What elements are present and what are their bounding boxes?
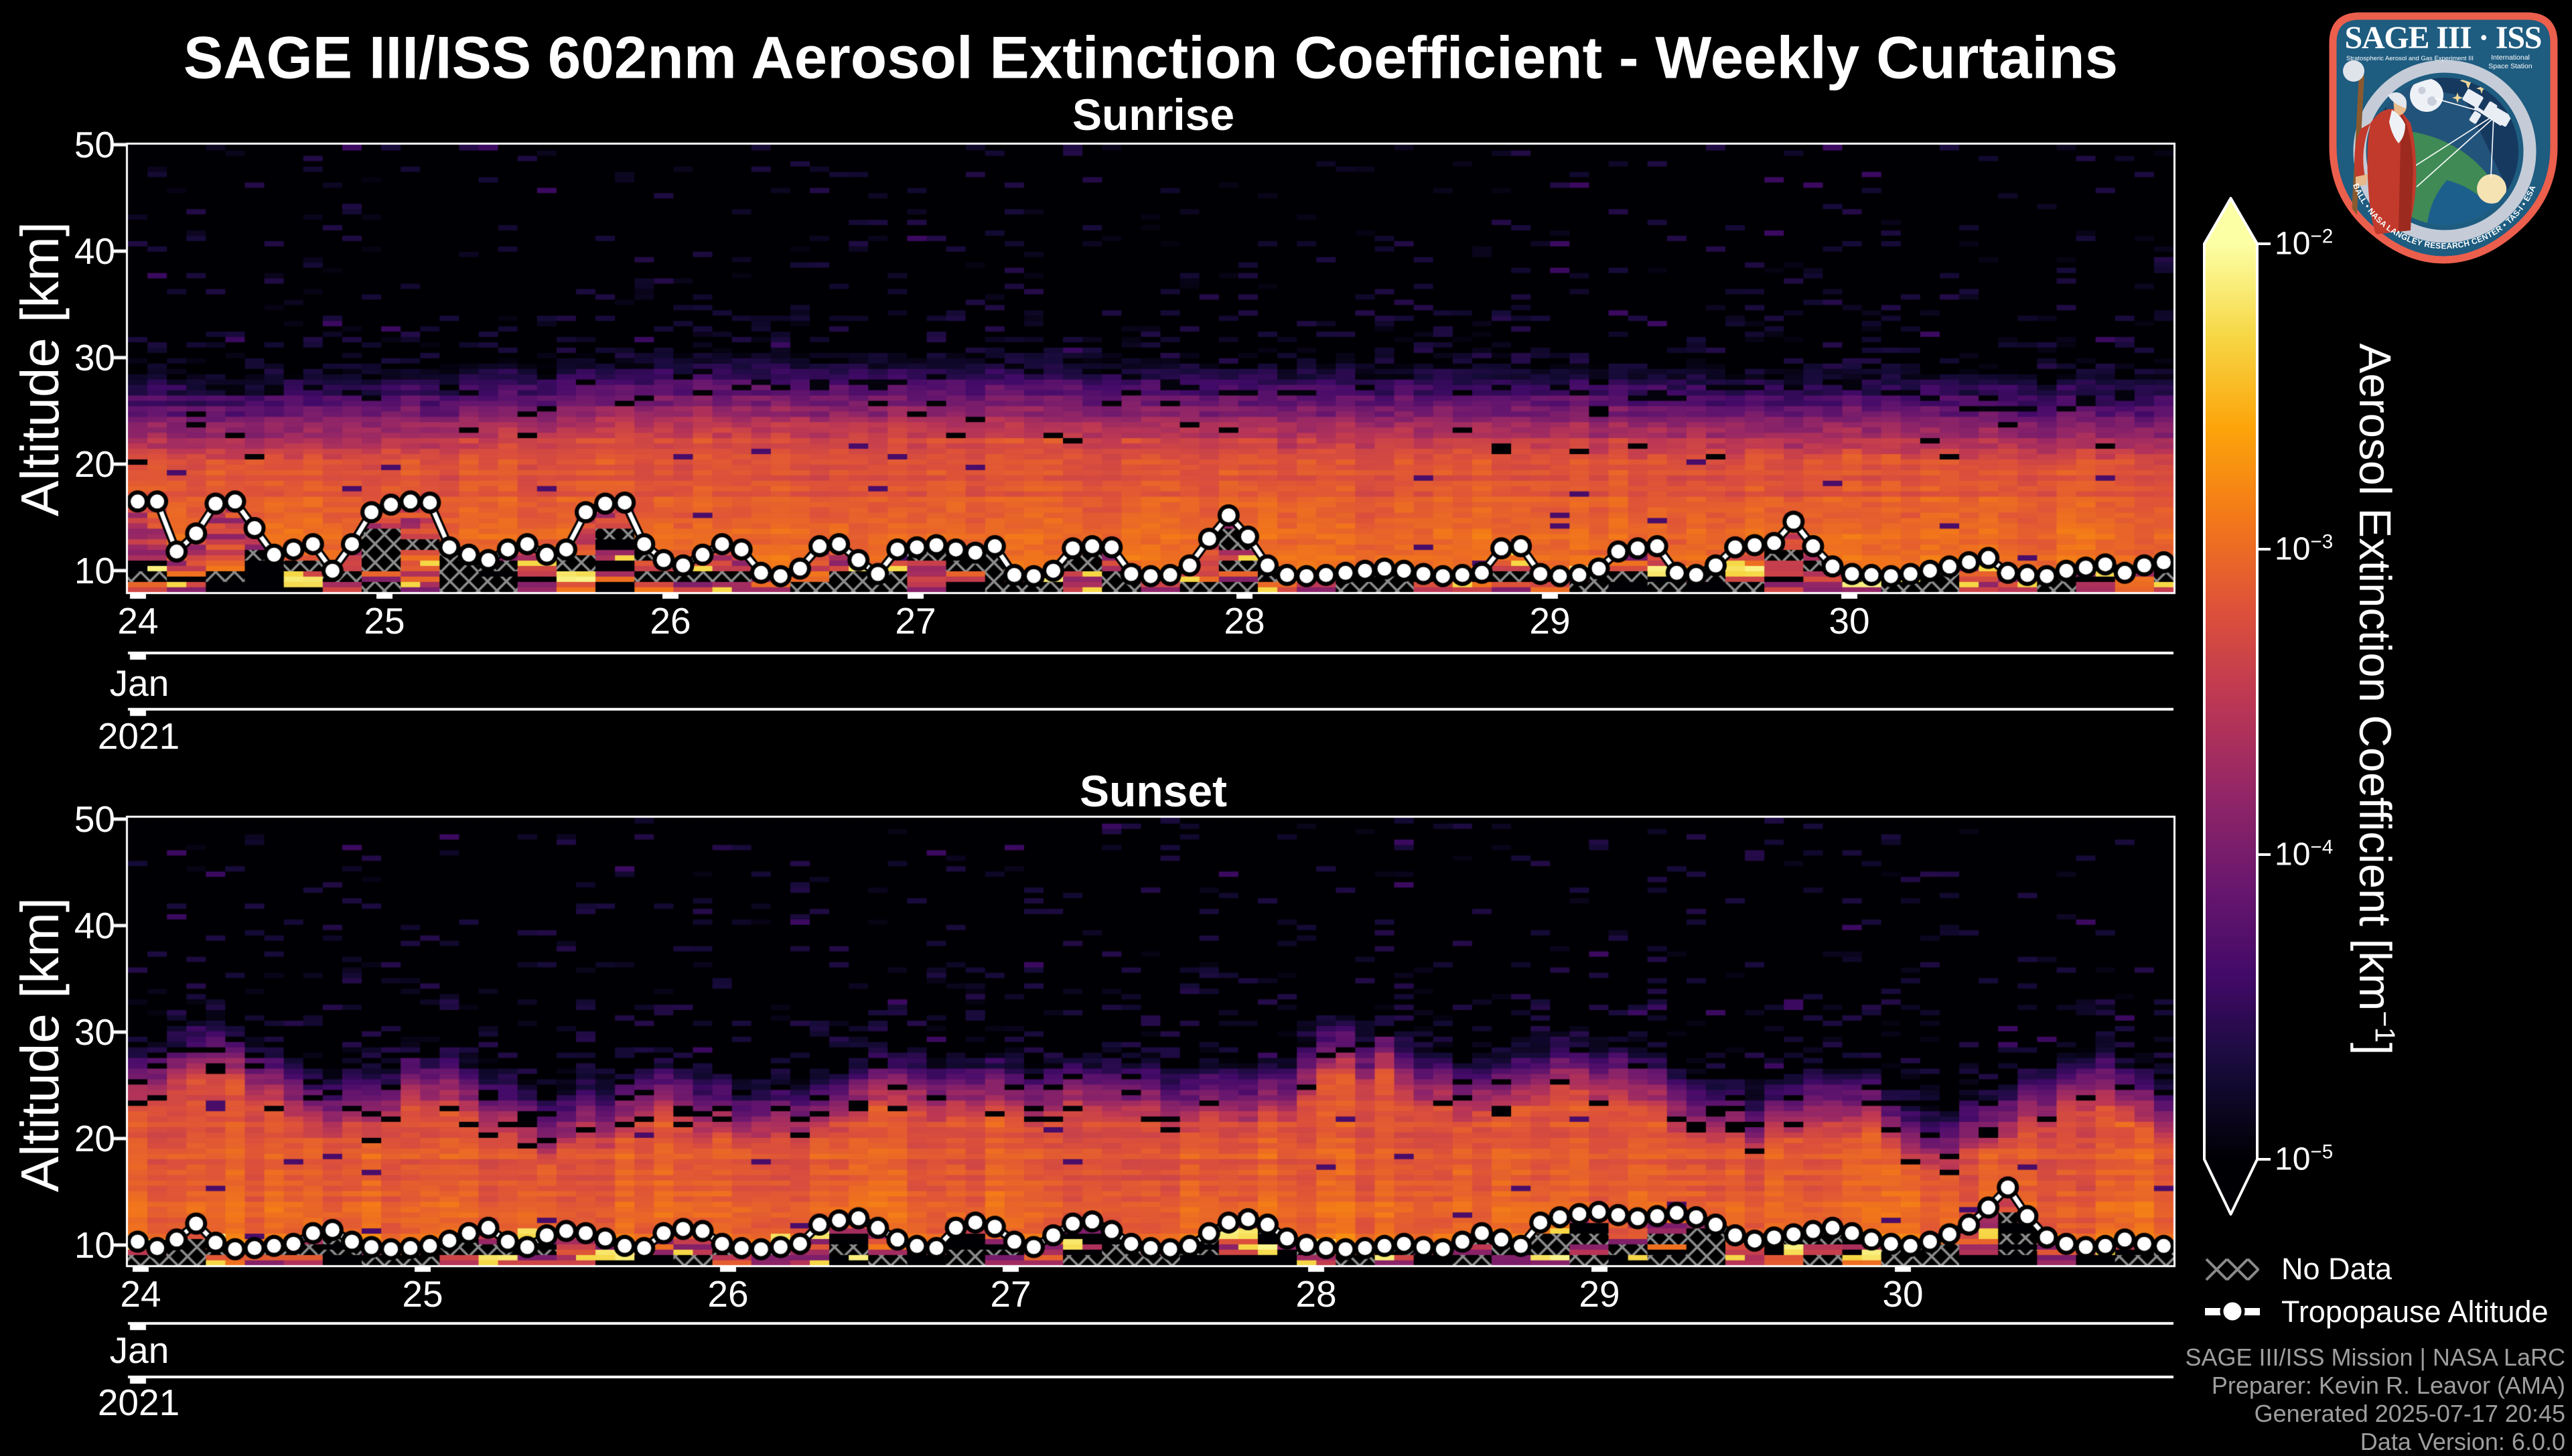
svg-text:Stratospheric Aerosol and Gas: Stratospheric Aerosol and Gas Experiment…	[2346, 55, 2474, 62]
svg-text:International: International	[2491, 54, 2530, 62]
svg-text:Space Station: Space Station	[2488, 62, 2532, 70]
svg-text:SAGE III · ISS: SAGE III · ISS	[2345, 20, 2543, 56]
